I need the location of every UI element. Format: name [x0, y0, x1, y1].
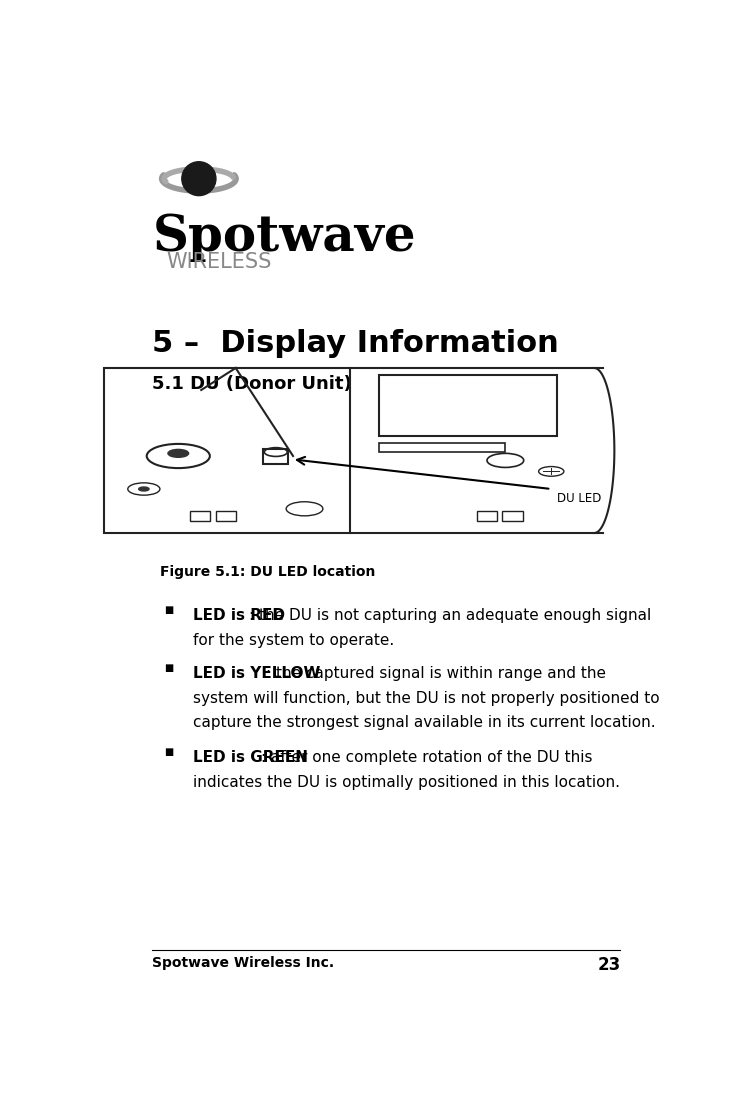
Text: : the DU is not capturing an adequate enough signal: : the DU is not capturing an adequate en… [250, 608, 651, 624]
Text: WIRELESS: WIRELESS [167, 252, 271, 272]
Text: indicates the DU is optimally positioned in this location.: indicates the DU is optimally positioned… [193, 775, 620, 789]
Bar [190, 511, 210, 521]
Text: for the system to operate.: for the system to operate. [193, 633, 394, 648]
Circle shape [168, 449, 188, 457]
Bar [477, 511, 497, 521]
Text: 23: 23 [597, 956, 621, 975]
Text: : after one complete rotation of the DU this: : after one complete rotation of the DU … [261, 750, 592, 765]
Text: 5.1 DU (Donor Unit): 5.1 DU (Donor Unit) [152, 375, 352, 393]
Text: ■: ■ [164, 747, 173, 757]
Text: capture the strongest signal available in its current location.: capture the strongest signal available i… [193, 715, 655, 731]
Bar [263, 449, 289, 464]
Bar [502, 511, 523, 521]
Circle shape [182, 162, 216, 195]
Text: LED is YELLOW: LED is YELLOW [193, 666, 320, 681]
FancyArrowPatch shape [297, 457, 548, 489]
Text: LED is GREEN: LED is GREEN [193, 750, 308, 765]
Text: Spotwave: Spotwave [152, 213, 416, 263]
Text: DU LED: DU LED [557, 492, 602, 506]
Bar [379, 374, 557, 436]
Text: Figure 5.1: DU LED location: Figure 5.1: DU LED location [160, 565, 375, 580]
Circle shape [139, 487, 149, 491]
Text: ■: ■ [164, 605, 173, 615]
Text: Spotwave Wireless Inc.: Spotwave Wireless Inc. [152, 956, 335, 970]
Text: ■: ■ [164, 664, 173, 673]
Bar [379, 443, 505, 452]
Text: system will function, but the DU is not properly positioned to: system will function, but the DU is not … [193, 691, 659, 705]
Bar [216, 511, 236, 521]
Text: 5 –  Display Information: 5 – Display Information [152, 329, 559, 358]
Text: : the captured signal is within range and the: : the captured signal is within range an… [266, 666, 606, 681]
Text: LED is RED: LED is RED [193, 608, 285, 624]
